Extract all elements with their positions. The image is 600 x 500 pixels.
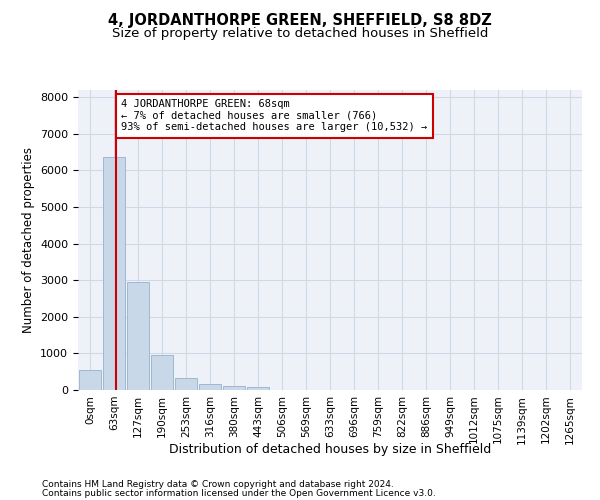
Text: Contains public sector information licensed under the Open Government Licence v3: Contains public sector information licen… [42,489,436,498]
Text: Distribution of detached houses by size in Sheffield: Distribution of detached houses by size … [169,442,491,456]
Bar [79,370,101,390]
Bar [247,388,269,390]
Bar [127,282,149,390]
Text: 4, JORDANTHORPE GREEN, SHEFFIELD, S8 8DZ: 4, JORDANTHORPE GREEN, SHEFFIELD, S8 8DZ [108,12,492,28]
Bar [199,384,221,390]
Bar [151,355,173,390]
Text: Contains HM Land Registry data © Crown copyright and database right 2024.: Contains HM Land Registry data © Crown c… [42,480,394,489]
Bar [175,378,197,390]
Text: 4 JORDANTHORPE GREEN: 68sqm
← 7% of detached houses are smaller (766)
93% of sem: 4 JORDANTHORPE GREEN: 68sqm ← 7% of deta… [121,99,427,132]
Bar [223,386,245,390]
Bar [103,156,125,390]
Text: Size of property relative to detached houses in Sheffield: Size of property relative to detached ho… [112,28,488,40]
Y-axis label: Number of detached properties: Number of detached properties [22,147,35,333]
